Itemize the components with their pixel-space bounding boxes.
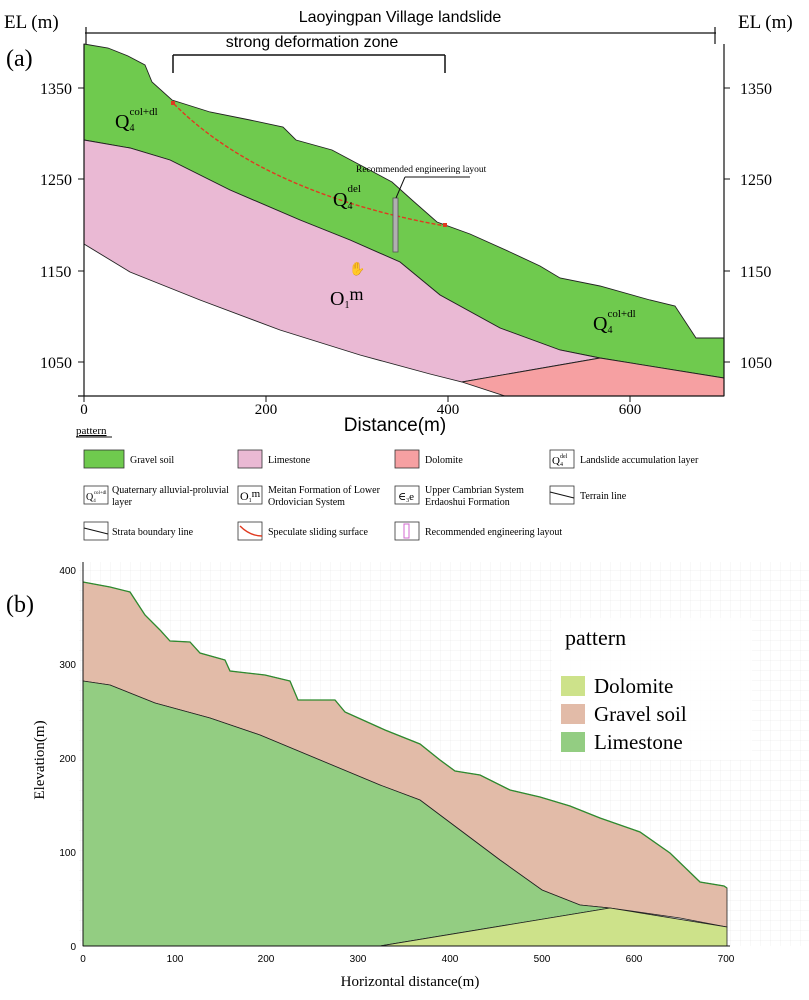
el-right-label: EL (m) bbox=[738, 12, 793, 33]
limestone-layer bbox=[83, 139, 601, 383]
legend-a-title: pattern bbox=[76, 425, 107, 437]
zone-label: strong deformation zone bbox=[226, 34, 399, 51]
legend-o1m-label-1: Meitan Formation of Lower bbox=[268, 485, 381, 496]
x-label-a: Distance(m) bbox=[344, 415, 446, 436]
legend-limestone-label: Limestone bbox=[268, 455, 311, 466]
x-tick-a-200: 200 bbox=[255, 402, 278, 418]
sliding-marker-end bbox=[443, 223, 447, 227]
legend-q4col-box bbox=[83, 485, 109, 505]
x-label-b: Horizontal distance(m) bbox=[341, 974, 480, 990]
panel-a-title: Laoyingpan Village landslide bbox=[299, 9, 502, 26]
unit-q4-col-lower: Q4col+dl bbox=[593, 308, 636, 336]
y-label-b: Elevation(m) bbox=[32, 720, 48, 799]
x-tick-b-700: 700 bbox=[718, 954, 735, 965]
legend-a: pattern Gravel soil Limestone Dolomite Q… bbox=[76, 425, 699, 541]
legend-b-bg bbox=[552, 618, 752, 760]
x-tick-b-400: 400 bbox=[442, 954, 459, 965]
legend-e3e-box bbox=[394, 485, 420, 505]
legend-e3e-symbol: ∈3e bbox=[398, 491, 414, 504]
x-tick-a-0: 0 bbox=[80, 402, 88, 418]
y-tick-b-200: 200 bbox=[59, 754, 76, 765]
legend-q4col-label-2: layer bbox=[112, 497, 133, 508]
legend-dolomite-swatch bbox=[394, 449, 420, 469]
panel-b-label: (b) bbox=[6, 592, 34, 618]
legend-o1m-label-2: Ordovician System bbox=[268, 497, 345, 508]
legend-b-gravel-label: Gravel soil bbox=[594, 702, 687, 726]
legend-sliding-box bbox=[237, 521, 263, 541]
y-tick-a-1350: 1350 bbox=[40, 81, 72, 98]
legend-strata-label: Strata boundary line bbox=[112, 527, 194, 538]
legend-terrain-label: Terrain line bbox=[580, 491, 627, 502]
y-tick-a-1050-r: 1050 bbox=[740, 355, 772, 372]
y-tick-b-100: 100 bbox=[59, 848, 76, 859]
legend-q4del-symbol: Q4del bbox=[552, 454, 568, 468]
legend-b: pattern Dolomite Gravel soil Limestone bbox=[552, 618, 752, 760]
x-tick-b-500: 500 bbox=[534, 954, 551, 965]
y-tick-a-1250: 1250 bbox=[40, 172, 72, 189]
legend-b-limestone-swatch bbox=[561, 732, 585, 752]
legend-q4col-symbol: Q4col+dl bbox=[86, 491, 107, 504]
x-tick-a-600: 600 bbox=[619, 402, 642, 418]
legend-b-dolomite-swatch bbox=[561, 676, 585, 696]
legend-sliding-label: Speculate sliding surface bbox=[268, 527, 369, 538]
legend-sliding-line bbox=[239, 525, 263, 537]
unit-o1m: O1m bbox=[330, 284, 363, 311]
panel-a-label: (a) bbox=[6, 46, 33, 72]
legend-o1m-box bbox=[237, 485, 263, 505]
legend-q4del-box bbox=[549, 449, 575, 469]
legend-b-title: pattern bbox=[565, 625, 626, 650]
legend-terrain-line bbox=[549, 491, 575, 499]
x-tick-b-200: 200 bbox=[258, 954, 275, 965]
legend-engineering-pile bbox=[403, 523, 410, 539]
unit-q4-del: Q4del bbox=[333, 183, 361, 212]
y-tick-a-1350-r: 1350 bbox=[740, 81, 772, 98]
legend-b-limestone-label: Limestone bbox=[594, 730, 683, 754]
legend-gravel-label: Gravel soil bbox=[130, 455, 174, 466]
x-tick-b-300: 300 bbox=[350, 954, 367, 965]
el-left-label: EL (m) bbox=[4, 12, 59, 33]
sliding-surface bbox=[173, 103, 446, 227]
engineering-label: Recommended engineering layout bbox=[356, 165, 487, 175]
legend-e3e-label-1: Upper Cambrian System bbox=[425, 485, 524, 496]
legend-e3e-label-2: Erdaoshui Formation bbox=[425, 497, 510, 508]
engineering-pile bbox=[392, 197, 399, 253]
y-tick-a-1150-r: 1150 bbox=[740, 264, 771, 281]
y-ticks-a bbox=[78, 87, 730, 363]
legend-limestone-swatch bbox=[237, 449, 263, 469]
sliding-marker-top bbox=[171, 101, 175, 105]
legend-dolomite-label: Dolomite bbox=[425, 455, 463, 466]
y-tick-a-1050: 1050 bbox=[40, 355, 72, 372]
legend-b-gravel-swatch bbox=[561, 704, 585, 724]
x-tick-b-100: 100 bbox=[167, 954, 184, 965]
y-tick-b-0: 0 bbox=[70, 942, 76, 953]
y-tick-b-400: 400 bbox=[59, 566, 76, 577]
x-tick-b-600: 600 bbox=[626, 954, 643, 965]
legend-o1m-symbol: O1m bbox=[240, 488, 261, 504]
x-ticks-a bbox=[83, 396, 631, 402]
y-tick-a-1250-r: 1250 bbox=[740, 172, 772, 189]
legend-gravel-swatch bbox=[83, 449, 125, 469]
y-tick-b-300: 300 bbox=[59, 660, 76, 671]
legend-b-dolomite-label: Dolomite bbox=[594, 674, 673, 698]
panel-b: (b) 0 100 200 300 400 0 100 200 300 400 … bbox=[6, 562, 809, 990]
y-tick-a-1150: 1150 bbox=[40, 264, 71, 281]
hand-icon: ✋ bbox=[349, 261, 365, 276]
legend-engineering-label: Recommended engineering layout bbox=[425, 527, 562, 538]
legend-q4del-label: Landslide accumulation layer bbox=[580, 455, 699, 466]
terrain-line-b bbox=[82, 581, 728, 889]
legend-q4col-label-1: Quaternary alluvial-proluvial bbox=[112, 485, 229, 496]
legend-strata-line bbox=[83, 527, 109, 535]
x-tick-a-400: 400 bbox=[437, 402, 460, 418]
unit-q4-col-upper: Q4col+dl bbox=[115, 106, 158, 134]
panel-a: Laoyingpan Village landslide (a) EL (m) … bbox=[4, 9, 793, 541]
x-tick-b-0: 0 bbox=[80, 954, 86, 965]
engineering-leader-1 bbox=[395, 176, 406, 199]
